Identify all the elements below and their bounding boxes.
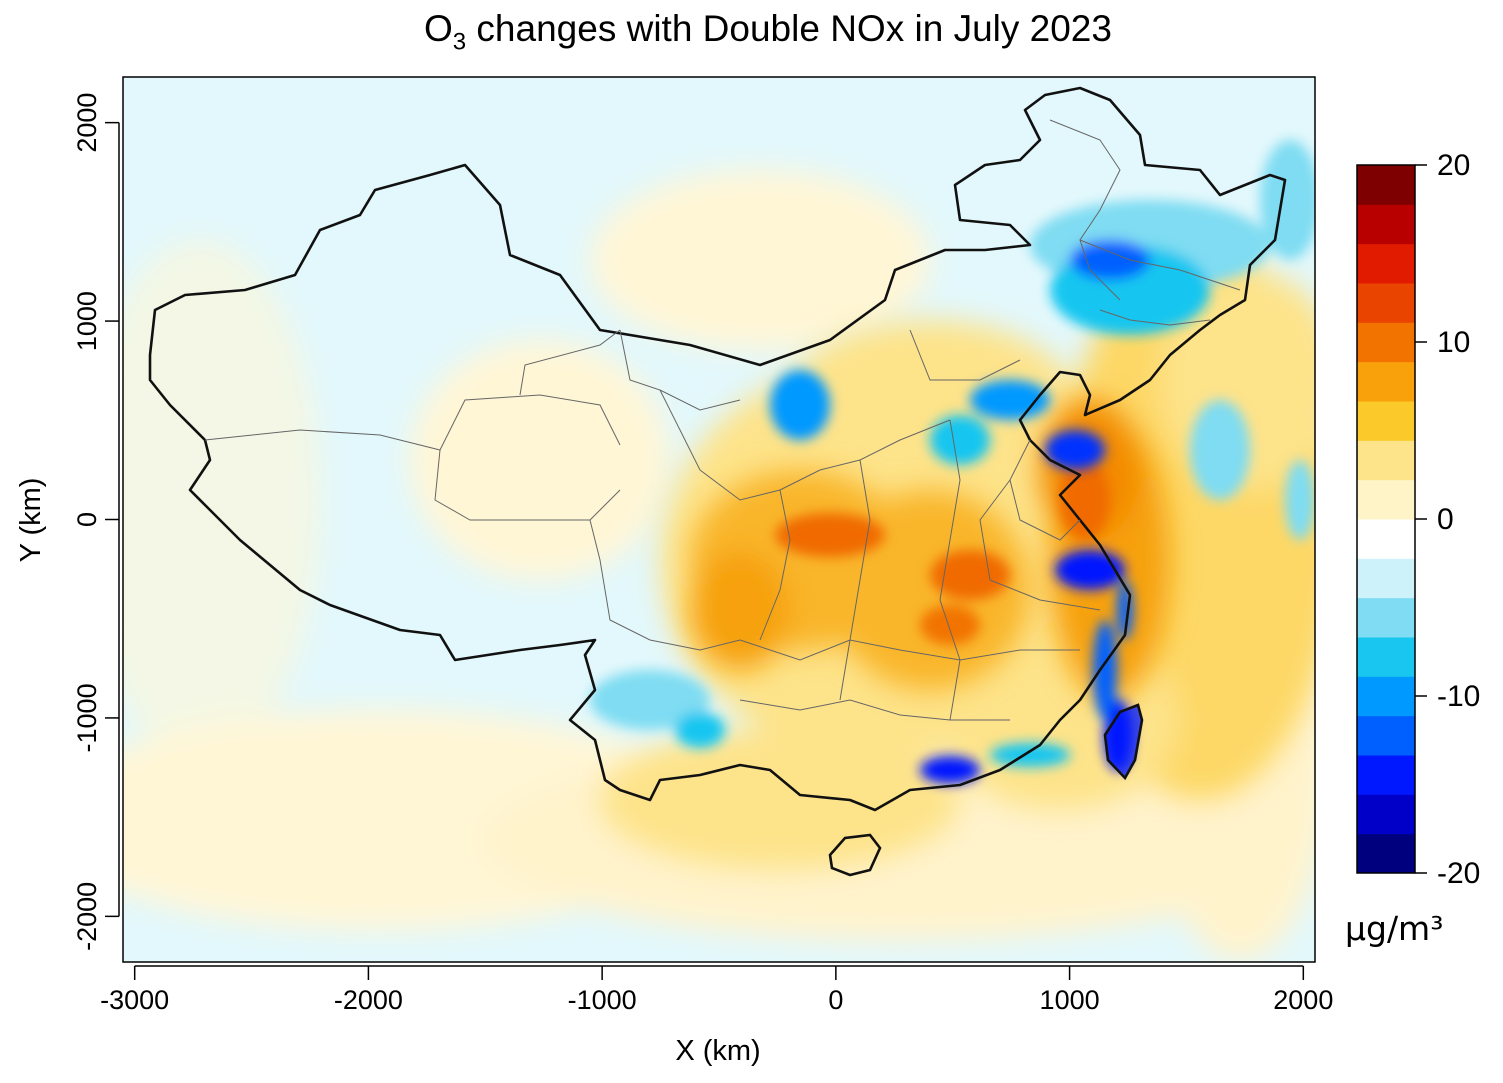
- colorbar-swatch: [1357, 597, 1415, 638]
- x-tick-label: -1000: [568, 985, 637, 1015]
- title-subscript: 3: [452, 28, 467, 56]
- colorbar-swatch: [1357, 165, 1415, 205]
- x-tick-label: -3000: [100, 985, 169, 1015]
- colorbar-swatch: [1357, 794, 1415, 835]
- heatmap-peak-positive: [775, 460, 1110, 645]
- colorbar-tick-label: 10: [1437, 326, 1470, 359]
- colorbar-swatch: [1357, 755, 1415, 795]
- colorbar-swatch: [1357, 401, 1415, 441]
- y-tick-label: -1000: [72, 683, 102, 752]
- colorbar-tick-label: -10: [1437, 680, 1480, 713]
- colorbar-tick-label: 20: [1437, 149, 1470, 182]
- colorbar-swatch: [1357, 322, 1415, 363]
- x-tick-label: 0: [828, 985, 843, 1015]
- colorbar-swatch: [1357, 283, 1415, 323]
- colorbar-swatch: [1357, 519, 1415, 559]
- y-tick-label: -2000: [72, 882, 102, 951]
- x-axis: -3000 -2000 -1000 0 1000 2000: [100, 965, 1333, 1015]
- colorbar-tick-label: 0: [1437, 503, 1454, 536]
- colorbar-tick-label: -20: [1437, 857, 1480, 890]
- colorbar-swatch: [1357, 243, 1415, 284]
- colorbar-swatch: [1357, 558, 1415, 599]
- colorbar-swatch: [1357, 361, 1415, 402]
- plot-frame: [122, 76, 1316, 963]
- colorbar-swatch: [1357, 637, 1415, 677]
- chart-title: O3 changes with Double NOx in July 2023: [0, 8, 1503, 54]
- x-tick-label: 1000: [1040, 985, 1100, 1015]
- x-tick-label: -2000: [334, 985, 403, 1015]
- title-suffix: changes with Double NOx in July 2023: [466, 8, 1112, 49]
- national-boundary: [148, 86, 1287, 812]
- colorbar-swatch: [1357, 676, 1415, 717]
- y-tick-label: 0: [72, 512, 102, 527]
- provincial-boundaries: [204, 119, 1241, 721]
- title-prefix: O: [424, 8, 453, 49]
- x-axis-title: X (km): [675, 1035, 760, 1067]
- colorbar-swatch: [1357, 479, 1415, 520]
- y-tick-label: 2000: [72, 93, 102, 153]
- colorbar-swatch: [1357, 440, 1415, 481]
- colorbar-swatch: [1357, 715, 1415, 756]
- y-tick-label: 1000: [72, 291, 102, 351]
- y-axis: -2000 -1000 0 1000 2000: [72, 93, 120, 951]
- heatmap-layer: [123, 77, 1315, 962]
- x-tick-label: 2000: [1273, 985, 1333, 1015]
- colorbar-unit: μg/m³: [1345, 909, 1443, 948]
- colorbar-swatch: [1357, 833, 1415, 874]
- heatmap-negative: [590, 140, 1315, 784]
- colorbar: 20 10 0 -10 -20: [1356, 149, 1480, 890]
- taiwan-island: [1103, 703, 1144, 781]
- hainan-island: [828, 833, 882, 877]
- colorbar-swatch: [1357, 204, 1415, 245]
- y-axis-title: Y (km): [15, 478, 47, 563]
